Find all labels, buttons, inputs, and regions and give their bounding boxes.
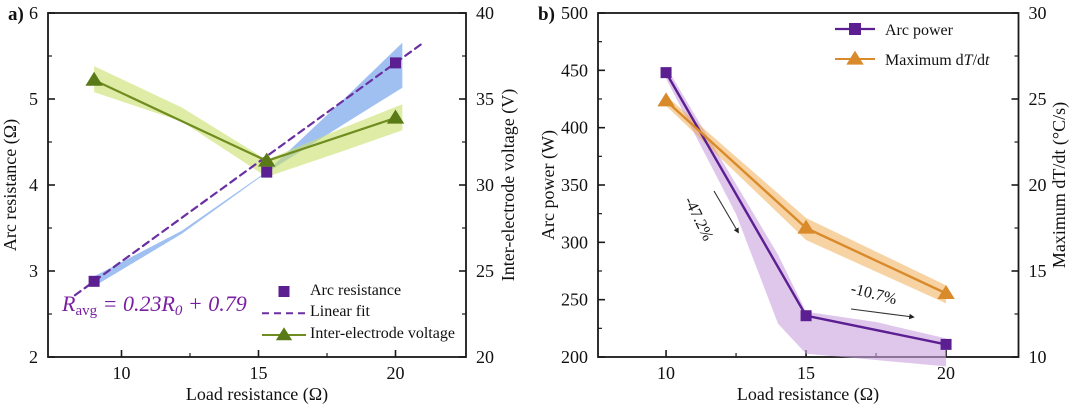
svg-text:300: 300: [561, 232, 588, 252]
svg-text:2: 2: [29, 347, 38, 367]
svg-text:3: 3: [29, 261, 38, 281]
svg-text:20: 20: [476, 347, 494, 367]
svg-text:40: 40: [476, 3, 494, 23]
svg-text:Arc resistance: Arc resistance: [310, 282, 401, 299]
svg-text:Maximum dT/dt (°C/s): Maximum dT/dt (°C/s): [1049, 102, 1070, 268]
svg-text:500: 500: [561, 3, 588, 23]
svg-text:30: 30: [1029, 3, 1047, 23]
svg-text:200: 200: [561, 347, 588, 367]
svg-text:10: 10: [113, 363, 131, 383]
svg-text:35: 35: [476, 89, 494, 109]
svg-text:450: 450: [561, 60, 588, 80]
svg-text:4: 4: [29, 175, 38, 195]
svg-text:30: 30: [476, 175, 494, 195]
svg-text:10: 10: [657, 363, 675, 383]
svg-text:Linear fit: Linear fit: [310, 303, 371, 320]
svg-text:15: 15: [250, 363, 268, 383]
svg-text:25: 25: [1029, 89, 1047, 109]
svg-text:25: 25: [476, 261, 494, 281]
svg-text:Inter-electrode voltage: Inter-electrode voltage: [310, 325, 455, 342]
svg-text:Maximum dT/dt: Maximum dT/dt: [885, 52, 990, 69]
svg-text:5: 5: [29, 89, 38, 109]
svg-text:20: 20: [387, 363, 405, 383]
svg-text:15: 15: [797, 363, 815, 383]
svg-text:a): a): [8, 4, 24, 25]
svg-text:Load resistance (Ω): Load resistance (Ω): [186, 384, 328, 405]
svg-text:Arc power (W): Arc power (W): [538, 130, 559, 240]
svg-text:350: 350: [561, 175, 588, 195]
svg-text:15: 15: [1029, 261, 1047, 281]
svg-text:20: 20: [1029, 175, 1047, 195]
svg-text:Inter-electrode voltage (V): Inter-electrode voltage (V): [498, 89, 519, 282]
svg-text:400: 400: [561, 118, 588, 138]
svg-text:b): b): [538, 4, 555, 25]
svg-text:Load resistance (Ω): Load resistance (Ω): [737, 384, 879, 405]
svg-text:Arc power: Arc power: [885, 22, 954, 39]
svg-text:Arc resistance (Ω): Arc resistance (Ω): [0, 119, 21, 251]
svg-text:250: 250: [561, 290, 588, 310]
svg-text:6: 6: [29, 3, 38, 23]
svg-text:10: 10: [1029, 347, 1047, 367]
